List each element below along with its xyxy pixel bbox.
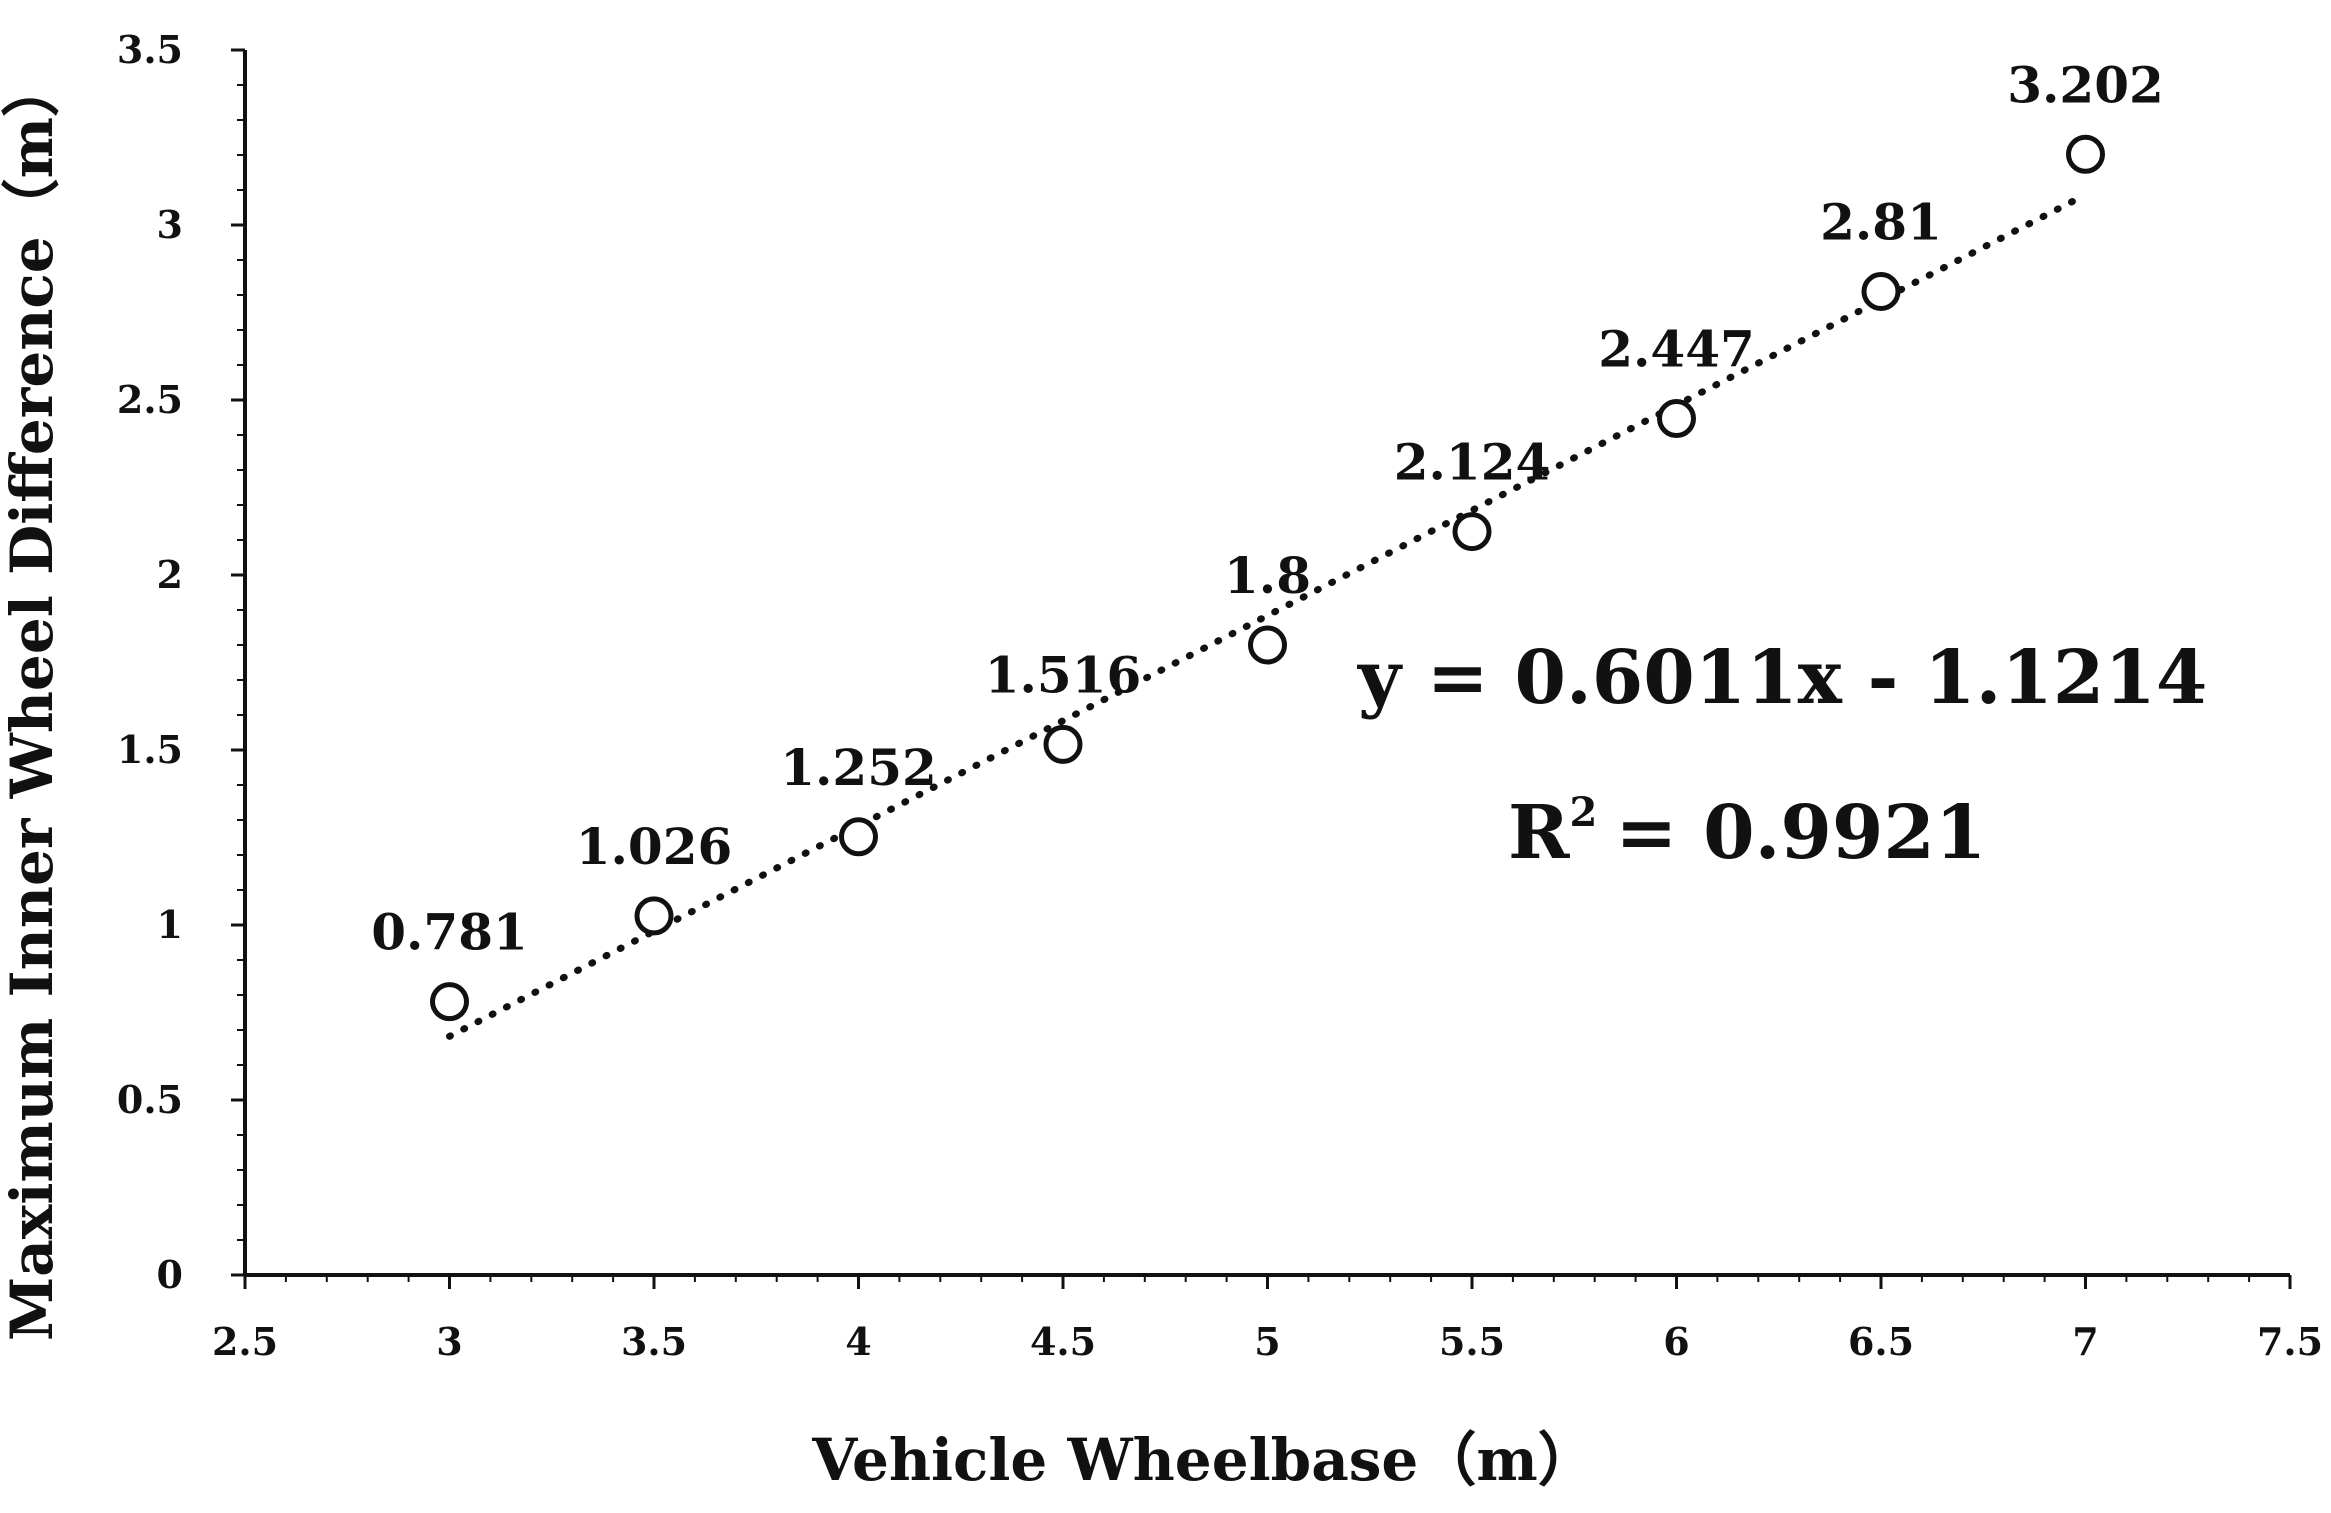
trendline-equation: y = 0.6011x - 1.1214 xyxy=(1357,635,2207,721)
x-tick-label: 4.5 xyxy=(1030,1319,1096,1364)
y-tick-label: 2.5 xyxy=(117,377,183,422)
x-axis-title: Vehicle Wheelbase（m） xyxy=(811,1426,1595,1494)
data-point xyxy=(1861,272,1901,311)
x-tick-label: 5.5 xyxy=(1439,1319,1505,1364)
y-tick-label: 1.5 xyxy=(117,727,183,772)
trendline-line xyxy=(446,191,2089,1040)
x-tick-label: 7 xyxy=(2072,1319,2098,1364)
data-labels: 0.781 1.026 1.252 1.516 1.8 2.124 2.447 2.81 3.2… xyxy=(371,55,2164,961)
data-point xyxy=(1043,724,1083,764)
x-tick-label: 3 xyxy=(436,1319,462,1364)
r-squared-exponent: 2 xyxy=(1570,789,1598,836)
y-tick-label: 3.5 xyxy=(117,27,183,72)
data-point xyxy=(2066,134,2105,174)
y-tick-label: 0 xyxy=(157,1252,183,1297)
x-tick-label: 7.5 xyxy=(2257,1319,2323,1364)
data-point xyxy=(430,982,469,1022)
x-tick-label: 3.5 xyxy=(621,1319,687,1364)
data-point xyxy=(1657,399,1696,439)
data-label: 1.516 xyxy=(985,645,1142,704)
data-label: 1.026 xyxy=(576,817,733,876)
data-point xyxy=(839,817,878,857)
data-point xyxy=(634,896,674,936)
data-label: 2.124 xyxy=(1394,433,1551,492)
x-tick-label: 6 xyxy=(1663,1319,1689,1364)
y-axis-title: Maximum Inner Wheel Difference（m） xyxy=(0,59,66,1341)
r-squared-symbol: R xyxy=(1508,790,1570,876)
axes: 2.5 3 3.5 4 4.5 5 5.5 6 6.5 7 7.5 0 0.5 1 1.5 2 2.5 3 3.5 xyxy=(117,27,2323,1364)
trendline xyxy=(446,191,2089,1040)
y-tick-label: 3 xyxy=(157,202,183,247)
r-squared: R2 = 0.9921 xyxy=(1508,789,1986,876)
data-label: 1.8 xyxy=(1224,546,1311,605)
y-tick-label: 2 xyxy=(157,552,183,597)
x-tick-label: 4 xyxy=(845,1319,871,1364)
data-label: 1.252 xyxy=(780,738,937,797)
y-tick-label: 1 xyxy=(157,902,183,947)
data-label: 2.447 xyxy=(1598,320,1755,379)
y-tick-label: 0.5 xyxy=(117,1077,183,1122)
data-label: 0.781 xyxy=(371,903,528,962)
data-label: 2.81 xyxy=(1820,193,1942,252)
x-tick-label: 2.5 xyxy=(212,1319,278,1364)
r-squared-value: = 0.9921 xyxy=(1615,790,1986,876)
x-tick-label: 5 xyxy=(1254,1319,1280,1364)
data-point xyxy=(1452,512,1492,552)
x-tick-label: 6.5 xyxy=(1848,1319,1914,1364)
data-points xyxy=(430,134,2105,1022)
data-point xyxy=(1248,625,1287,665)
data-label: 3.202 xyxy=(2007,55,2164,114)
